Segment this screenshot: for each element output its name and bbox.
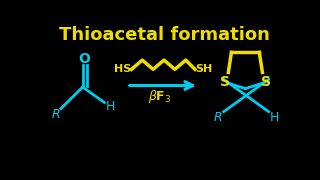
Text: SH: SH <box>195 64 212 74</box>
Text: O: O <box>78 52 90 66</box>
Text: S: S <box>260 75 270 89</box>
Text: HS: HS <box>114 64 132 74</box>
Text: S: S <box>220 75 230 89</box>
Text: H: H <box>270 111 279 124</box>
Text: H: H <box>106 100 115 113</box>
Text: Thioacetal formation: Thioacetal formation <box>59 26 269 44</box>
Text: R: R <box>214 111 223 124</box>
Text: $\beta$F$_3$: $\beta$F$_3$ <box>148 88 172 105</box>
Text: R: R <box>51 108 60 121</box>
